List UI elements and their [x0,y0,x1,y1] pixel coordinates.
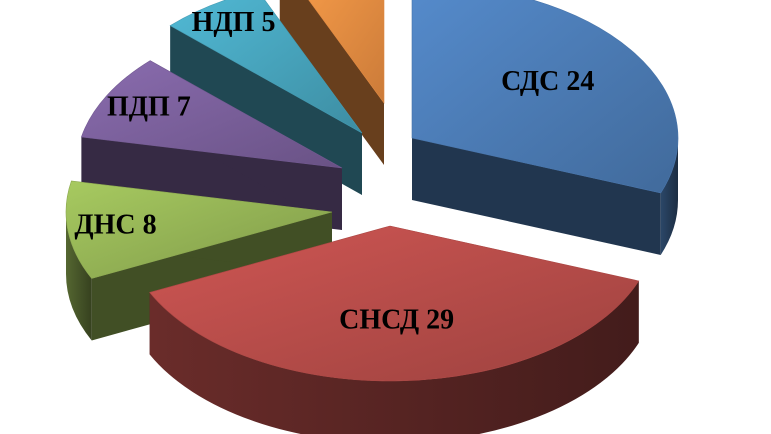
data-label-СДС: СДС 24 [501,66,594,97]
pie-slice-Дом [308,0,385,104]
pie-slice-ПДП [80,60,343,169]
pie-slice-СНСД [149,225,640,382]
pie-slice-НДП [169,0,363,134]
data-label-СНСД: СНСД 29 [339,304,454,335]
data-label-ПДП: ПДП 7 [107,91,191,122]
pie-slice-side-СДС [660,138,678,255]
pie-tops [65,0,679,382]
data-label-ДНС: ДНС 8 [74,210,156,241]
pie-slice-side-ДНС [66,212,92,341]
pie-slice-СДС [411,0,679,194]
pie-slice-wall-Дом-0 [279,0,384,165]
pie-slice-ДНС [65,180,333,279]
pie-slice-wall-СДС-1 [412,138,661,255]
pie-slice-side-СНСД [149,280,639,434]
data-label-НДП: НДП 5 [192,7,276,38]
